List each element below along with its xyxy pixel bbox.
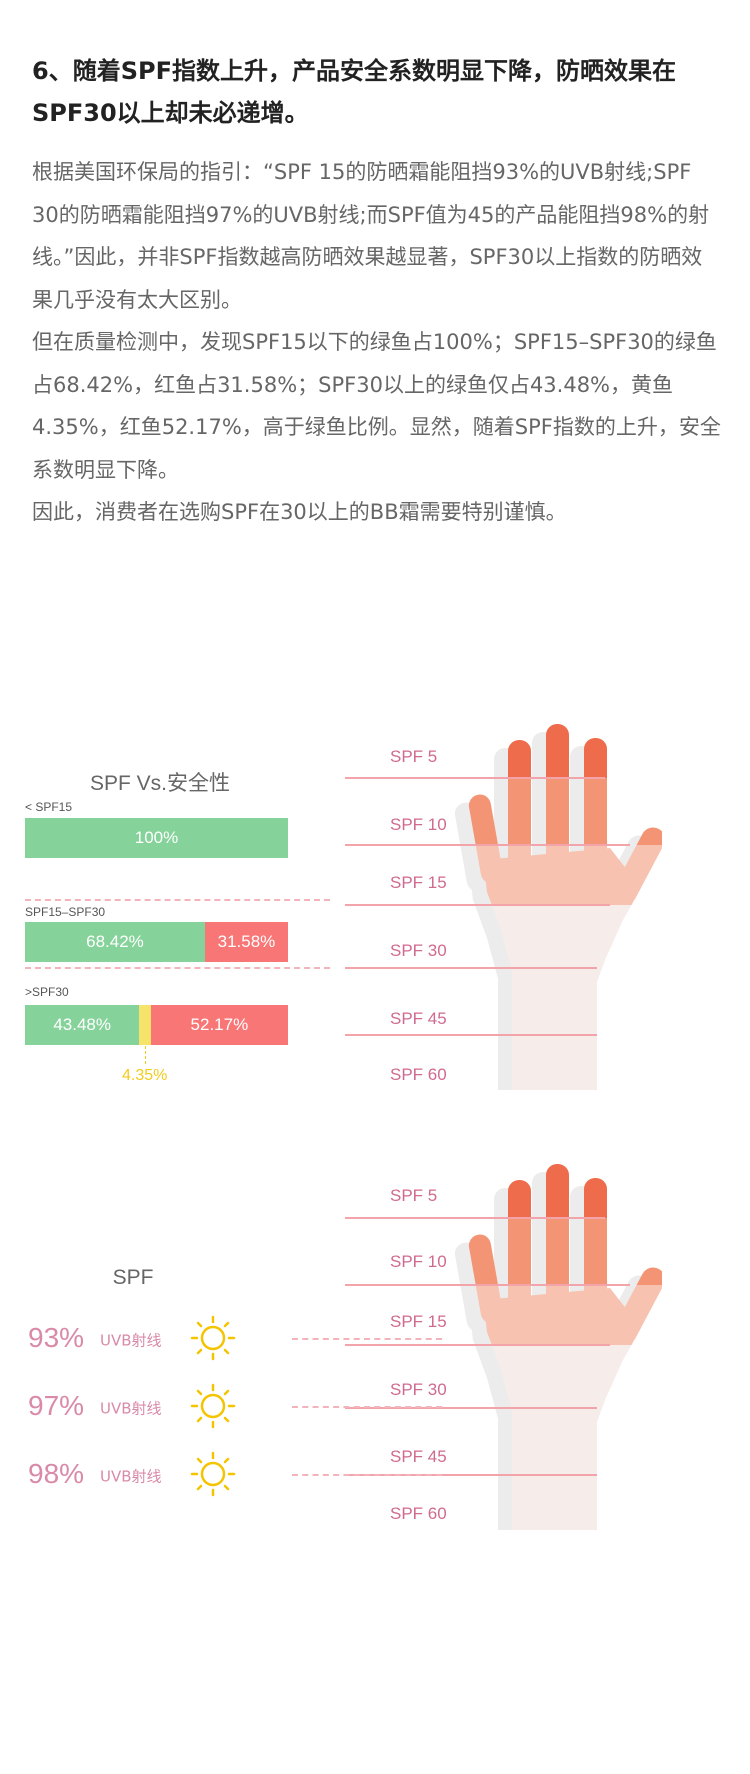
uvb-percent: 93% [28, 1322, 85, 1353]
spf-level-label: SPF 15 [390, 873, 447, 892]
connector-dashed [292, 1474, 442, 1476]
spf-level-label: SPF 5 [390, 747, 438, 766]
spf-level-label: SPF 45 [390, 1009, 447, 1028]
group-label: >SPF30 [25, 985, 69, 999]
uvb-label: UVB射线 [100, 1467, 162, 1486]
infographic-title: SPF [112, 1266, 154, 1289]
spf-level-label: SPF 10 [390, 1252, 447, 1271]
bar-segment-red: 52.17% [150, 1005, 288, 1045]
bar-segment-green: 43.48% [25, 1005, 140, 1045]
group-label: SPF15–SPF30 [25, 905, 106, 919]
connector-dashed [292, 1338, 442, 1340]
spf-level-label: SPF 60 [390, 1504, 447, 1523]
uvb-label: UVB射线 [100, 1331, 162, 1350]
group-label: < SPF15 [25, 800, 73, 814]
stacked-bar: 43.48% 52.17% [25, 1005, 288, 1045]
spf-level-label: SPF 30 [390, 1380, 447, 1399]
bar-segment-green: 100% [25, 818, 288, 858]
uvb-percent: 97% [28, 1390, 85, 1421]
callout-line [145, 1046, 146, 1064]
section-heading: 6、随着SPF指数上升，产品安全系数明显下降，防晒效果在SPF30以上却未必递增… [32, 57, 676, 127]
hand-illustration [305, 720, 662, 1090]
article-body: 根据美国环保局的指引：“SPF 15的防晒霜能阻挡93%的UVB射线;SPF 3… [32, 151, 722, 534]
spf-level-label: SPF 45 [390, 1447, 447, 1466]
yellow-callout: 4.35% [122, 1067, 168, 1084]
spf-level-label: SPF 60 [390, 1065, 447, 1084]
paragraph: 因此，消费者在选购SPF在30以上的BB霜需要特别谨慎。 [32, 500, 567, 524]
stacked-bar: 68.42% 31.58% [25, 922, 288, 962]
bar-segment-yellow [139, 1005, 151, 1045]
paragraph: 但在质量检测中，发现SPF15以下的绿鱼占100%；SPF15–SPF30的绿鱼… [32, 330, 721, 482]
spf-level-label: SPF 5 [390, 1186, 438, 1205]
connector-dashed [292, 1406, 442, 1408]
spf-level-label: SPF 30 [390, 941, 447, 960]
sun-icon [190, 1451, 236, 1497]
uvb-percent: 98% [28, 1458, 85, 1489]
bar-segment-red: 31.58% [204, 922, 288, 962]
hand-spf-illustration: SPF 5 SPF 10 SPF 15 SPF 30 SPF 45 SPF 60 [305, 1160, 662, 1530]
bar-segment-green: 68.42% [25, 922, 205, 962]
spf-level-label: SPF 10 [390, 815, 447, 834]
divider-dashed [25, 967, 330, 969]
infographic-title: SPF Vs.安全性 [89, 772, 231, 795]
stacked-bar: 100% [25, 818, 288, 858]
sun-icon [190, 1383, 236, 1429]
hand-spf-illustration: SPF 5 SPF 10 SPF 15 SPF 30 SPF 45 SPF 60 [305, 720, 662, 1090]
uvb-label: UVB射线 [100, 1399, 162, 1418]
divider-dashed [25, 899, 330, 901]
spf-level-label: SPF 15 [390, 1312, 447, 1331]
sun-icon [190, 1315, 236, 1361]
paragraph: 根据美国环保局的指引：“SPF 15的防晒霜能阻挡93%的UVB射线;SPF 3… [32, 160, 710, 312]
